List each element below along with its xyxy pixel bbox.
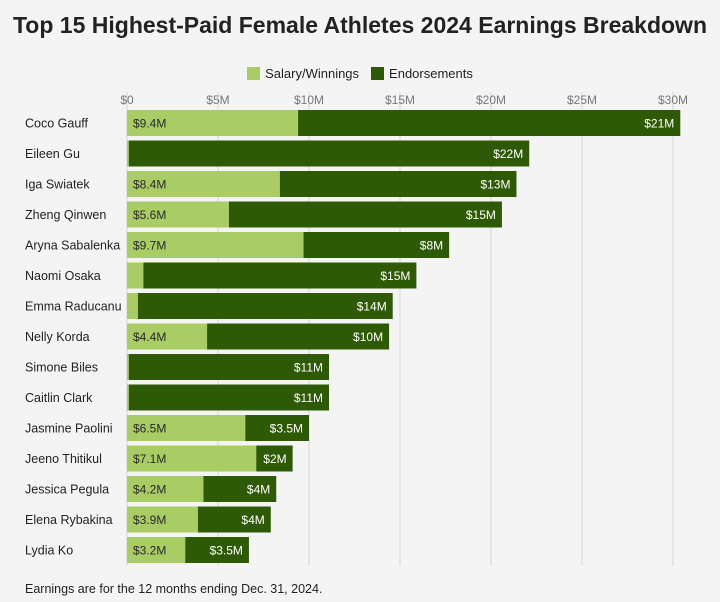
bar-endorsements <box>128 140 530 167</box>
legend-label-salary: Salary/Winnings <box>265 66 360 81</box>
legend-item-salary: Salary/Winnings <box>247 66 359 81</box>
category-label: Eileen Gu <box>25 147 80 161</box>
x-tick-label: $10M <box>294 93 324 107</box>
bar-endorsements <box>128 354 330 380</box>
category-label: Jasmine Paolini <box>25 422 113 436</box>
category-label: Aryna Sabalenka <box>25 239 120 253</box>
bar-salary <box>127 476 204 502</box>
bar-salary <box>127 384 129 411</box>
category-label: Nelly Korda <box>25 330 90 344</box>
data-label-endorsements: $13M <box>480 178 510 192</box>
data-label-endorsements: $14M <box>357 300 387 314</box>
category-label: Naomi Osaka <box>25 269 101 283</box>
chart-title: Top 15 Highest-Paid Female Athletes 2024… <box>12 12 708 38</box>
category-label: Emma Raducanu <box>25 300 122 314</box>
data-label-salary: $6.5M <box>133 422 166 436</box>
bar-endorsements <box>298 110 681 136</box>
bar-salary <box>127 262 144 289</box>
bar-endorsements <box>137 293 393 319</box>
data-label-salary: $3.2M <box>133 544 166 558</box>
data-label-endorsements: $8M <box>420 239 443 253</box>
x-tick-label: $5M <box>206 93 229 107</box>
legend-label-endorsements: Endorsements <box>389 66 473 81</box>
x-tick-label: $15M <box>385 93 415 107</box>
bar-endorsements <box>203 476 277 502</box>
bar-salary <box>127 323 208 350</box>
x-tick-label: $30M <box>658 93 688 107</box>
data-label-endorsements: $4M <box>241 513 264 527</box>
bar-endorsements <box>228 201 502 228</box>
data-label-salary: $4.2M <box>133 483 166 497</box>
data-label-endorsements: $21M <box>644 117 674 131</box>
bar-salary <box>127 537 186 563</box>
x-tick-label: $25M <box>567 93 597 107</box>
legend-item-endorsements: Endorsements <box>371 66 473 81</box>
data-label-endorsements: $3.5M <box>210 544 243 558</box>
category-label: Coco Gauff <box>25 117 89 131</box>
data-label-salary: $5.6M <box>133 208 166 222</box>
data-label-endorsements: $10M <box>353 330 383 344</box>
bar-salary <box>127 445 257 472</box>
data-label-salary: $3.9M <box>133 513 166 527</box>
data-label-endorsements: $11M <box>294 361 323 375</box>
data-label-salary: $9.7M <box>133 239 166 253</box>
chart-legend: Salary/Winnings Endorsements <box>0 66 720 81</box>
bar-salary <box>127 140 129 167</box>
bar-endorsements <box>245 415 309 441</box>
data-label-endorsements: $4M <box>247 483 270 497</box>
category-label: Zheng Qinwen <box>25 208 106 222</box>
bar-endorsements <box>185 537 249 563</box>
legend-swatch-endorsements <box>371 67 385 80</box>
bar-salary <box>127 110 299 136</box>
bar-endorsements <box>197 506 271 533</box>
data-label-endorsements: $2M <box>263 452 286 466</box>
category-label: Elena Rybakina <box>25 513 113 527</box>
data-label-salary: $8.4M <box>133 178 166 192</box>
legend-swatch-salary <box>247 67 261 80</box>
bar-salary <box>127 506 198 533</box>
category-label: Jeeno Thitikul <box>25 452 102 466</box>
data-label-salary: $4.4M <box>133 330 166 344</box>
x-tick-label: $0 <box>120 93 134 107</box>
data-label-endorsements: $11M <box>294 391 323 405</box>
category-label: Simone Biles <box>25 361 98 375</box>
data-label-salary: $7.1M <box>133 452 166 466</box>
bar-endorsements <box>128 384 330 411</box>
category-label: Caitlin Clark <box>25 391 93 405</box>
bar-endorsements <box>279 171 517 197</box>
data-label-salary: $9.4M <box>133 117 166 131</box>
data-label-endorsements: $3.5M <box>270 422 303 436</box>
category-label: Jessica Pegula <box>25 483 109 497</box>
data-label-endorsements: $15M <box>466 208 496 222</box>
data-label-endorsements: $15M <box>380 269 410 283</box>
footnote: Earnings are for the 12 months ending De… <box>25 582 323 596</box>
data-label-endorsements: $22M <box>493 147 523 161</box>
bar-endorsements <box>303 232 450 258</box>
category-label: Lydia Ko <box>25 544 73 558</box>
bar-salary <box>127 354 129 380</box>
bar-salary <box>127 293 138 319</box>
bar-endorsements <box>207 323 390 350</box>
x-tick-label: $20M <box>476 93 506 107</box>
bar-endorsements <box>256 445 293 472</box>
bar-salary <box>127 232 304 258</box>
bar-salary <box>127 171 280 197</box>
bar-salary <box>127 415 246 441</box>
bar-salary <box>127 201 229 228</box>
bar-endorsements <box>143 262 417 289</box>
category-label: Iga Swiatek <box>25 178 90 192</box>
